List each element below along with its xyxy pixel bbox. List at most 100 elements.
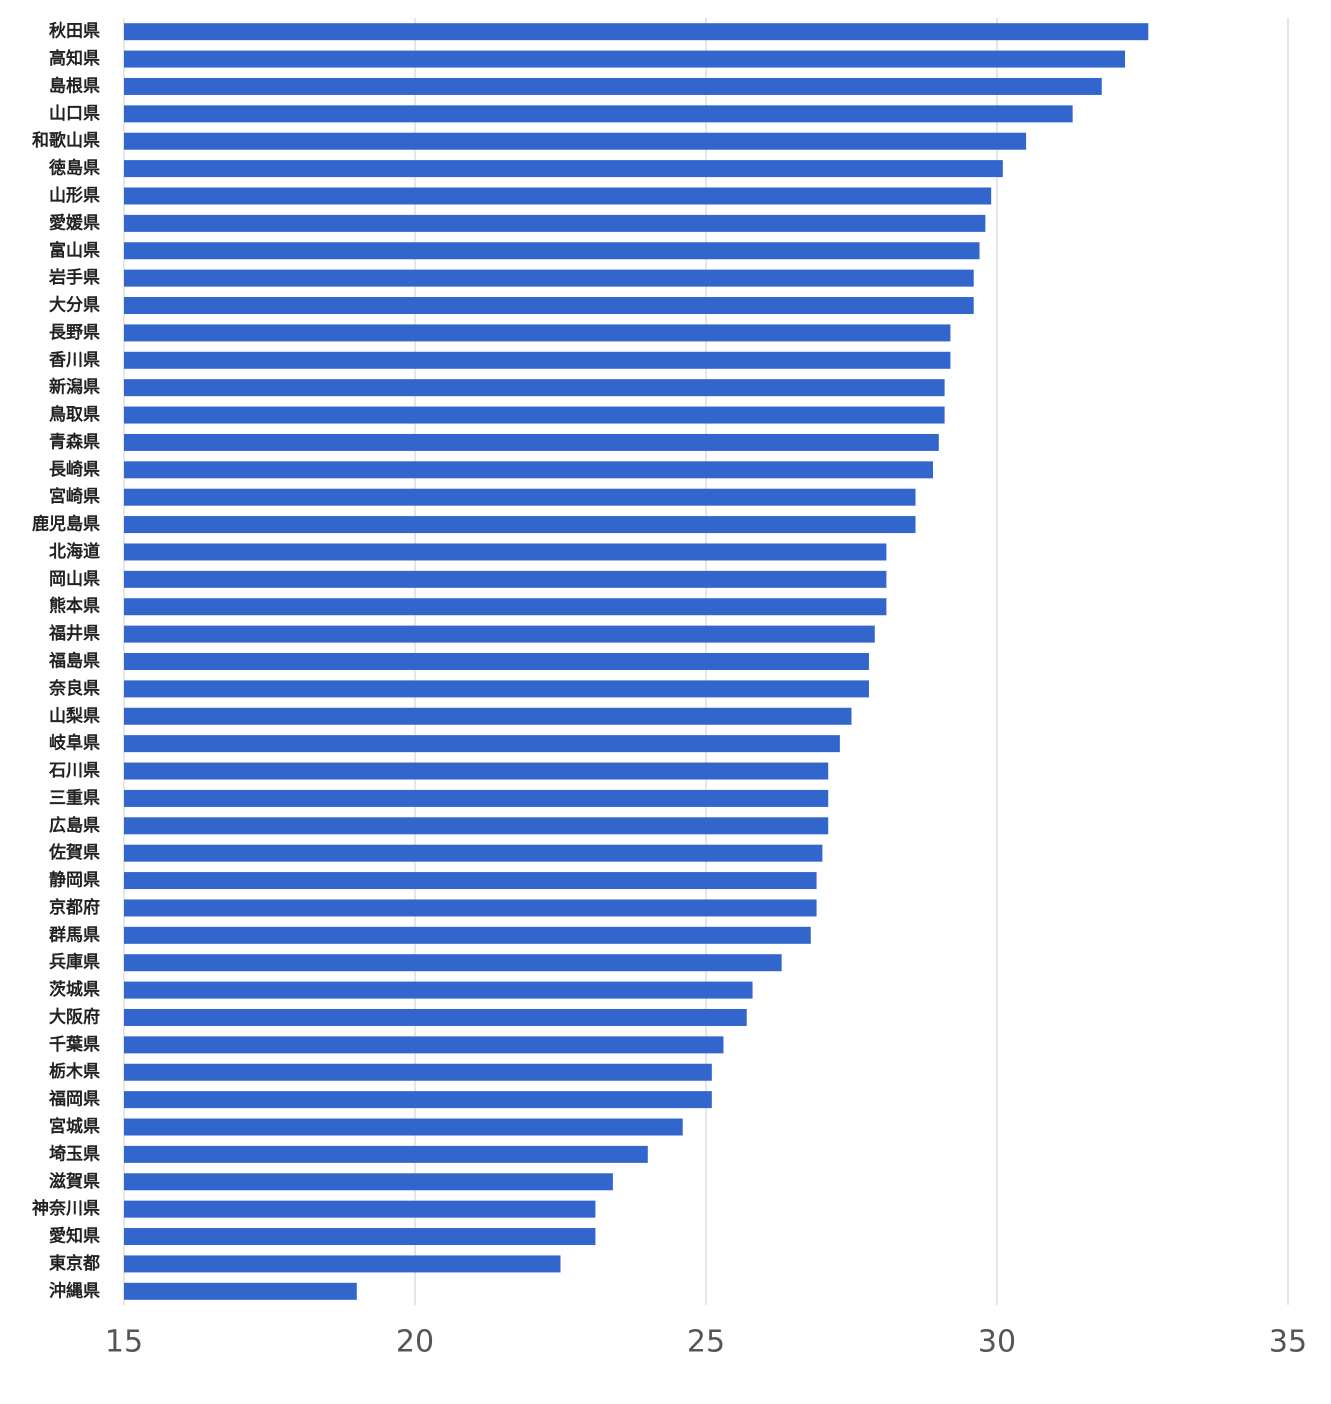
y-tick-label: 三重県 [49,787,100,808]
bar [124,570,887,588]
bar [124,926,811,944]
bar [124,105,1073,123]
y-tick-label: 島根県 [49,75,100,96]
bar [124,653,869,670]
bar [124,1036,724,1054]
y-tick-label: 愛媛県 [49,212,100,233]
y-tick-label: 栃木県 [49,1061,100,1082]
bar [124,844,823,862]
bar [124,1173,613,1191]
bar [124,242,980,260]
bar [124,77,1102,95]
y-tick-label: 青森県 [49,431,100,452]
bar [124,625,875,643]
y-tick-label: 宮城県 [49,1116,100,1137]
bar [124,872,817,890]
bar [124,297,974,315]
bar [124,461,933,479]
bar [124,187,992,205]
y-tick-label: 長崎県 [49,459,100,480]
y-tick-label: 茨城県 [49,979,100,1000]
bar [124,789,829,807]
y-tick-label: 東京都 [49,1253,100,1274]
bar [124,23,1149,41]
bar [124,680,869,698]
y-tick-label: 滋賀県 [49,1171,100,1192]
bar [124,954,782,972]
bar [124,1063,712,1081]
x-tick-label: 15 [105,1325,143,1360]
bar [124,1228,596,1246]
bar [124,1145,648,1163]
y-tick-label: 千葉県 [49,1034,100,1055]
y-tick-label: 熊本県 [49,596,100,617]
y-tick-label: 埼玉県 [49,1143,100,1164]
bar [124,981,753,999]
y-tick-label: 広島県 [49,815,100,836]
bar [124,1118,683,1136]
x-tick-label: 30 [978,1325,1016,1360]
y-tick-label: 群馬県 [49,924,100,945]
bar [124,1200,596,1218]
x-tick-label: 35 [1269,1325,1307,1360]
y-tick-label: 神奈川県 [32,1198,100,1219]
bar [124,406,945,424]
bar [124,488,916,506]
y-tick-label: 徳島県 [48,158,100,179]
y-tick-label: 山梨県 [49,705,100,726]
y-tick-label: 大阪府 [49,1006,100,1027]
x-tick-label: 20 [396,1325,434,1360]
y-tick-label: 和歌山県 [32,130,100,151]
bar [124,50,1126,68]
bar [124,735,840,753]
y-tick-label: 山形県 [49,185,100,206]
y-tick-label: 兵庫県 [49,952,100,973]
y-tick-label: 岩手県 [48,267,100,288]
x-tick-label: 25 [687,1325,725,1360]
bar [124,707,852,725]
y-tick-label: 福岡県 [48,1089,100,1110]
bar [124,1255,561,1273]
bar [124,1008,747,1026]
bar [124,899,817,917]
bar [124,1282,357,1300]
y-tick-label: 大分県 [49,295,100,316]
y-tick-label: 高知県 [49,48,100,69]
y-tick-label: 北海道 [49,541,100,562]
bar [124,762,829,780]
bar [124,379,945,397]
y-tick-label: 奈良県 [48,678,100,699]
bar [124,543,887,561]
bar [124,214,986,232]
y-tick-label: 石川県 [48,761,100,781]
y-tick-label: 愛知県 [49,1226,100,1247]
y-tick-label: 岡山県 [49,569,100,589]
bar [124,269,974,287]
bar [124,324,951,342]
y-tick-label: 鹿児島県 [32,514,100,535]
y-tick-label: 静岡県 [49,870,100,891]
y-tick-label: 富山県 [49,240,100,261]
y-tick-label: 福井県 [48,623,100,644]
bar [124,132,1027,150]
bar [124,817,829,835]
y-tick-label: 山口県 [49,104,100,124]
y-tick-label: 長野県 [49,323,100,343]
y-tick-label: 宮崎県 [49,486,100,507]
y-tick-label: 沖縄県 [49,1280,100,1301]
y-tick-label: 京都府 [49,897,100,918]
bar [124,351,951,369]
bar [124,433,939,451]
y-tick-label: 秋田県 [49,21,100,42]
bar [124,1091,712,1109]
y-tick-label: 福島県 [48,651,100,672]
y-tick-label: 佐賀県 [48,842,100,863]
y-tick-label: 岐阜県 [49,733,100,754]
bar [124,160,1003,178]
bar [124,598,887,616]
y-tick-label: 香川県 [49,350,100,370]
y-tick-label: 新潟県 [49,377,100,398]
y-tick-label: 鳥取県 [49,404,100,425]
bar [124,516,916,534]
